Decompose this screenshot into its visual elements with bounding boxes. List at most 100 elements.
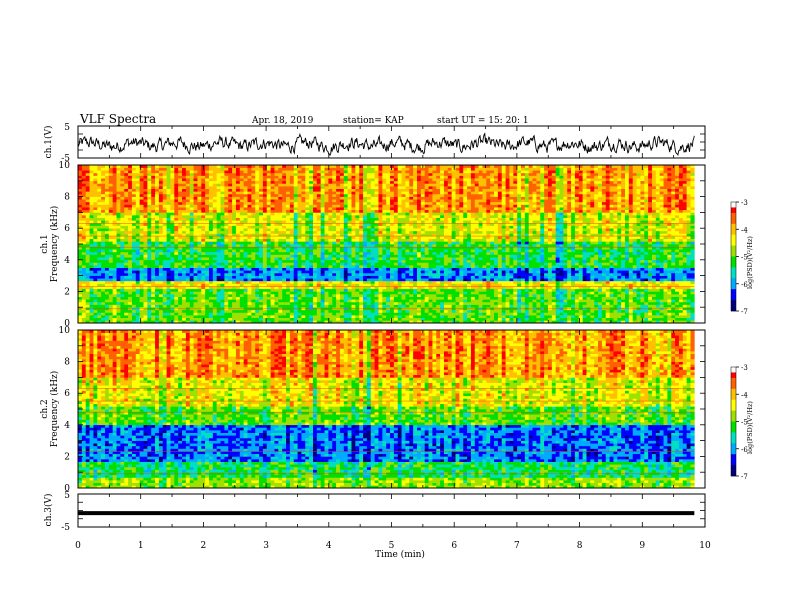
spectrogram-cell [289,270,295,274]
spectrogram-cell [474,259,479,263]
spectrogram-cell [235,241,241,245]
spectrogram-cell [532,317,537,321]
spectrogram-cell [201,254,206,258]
spectrogram-cell [108,265,113,268]
spectrogram-cell [416,278,422,282]
spectrogram-cell [120,280,125,284]
spectrogram-cell [617,249,622,253]
spectrogram-cell [251,301,256,305]
spectrogram-cell [459,270,464,274]
spectrogram-cell [598,280,603,284]
spectrogram-cell [332,275,337,279]
spectrogram-cell [243,296,248,300]
spectrogram-cell [270,312,275,316]
spectrogram-cell [158,265,164,268]
spectrogram-cell [286,272,291,276]
spectrogram-cell [155,257,160,261]
spectrogram-cell [655,262,660,266]
spectrogram-cell [675,317,680,321]
spectrogram-cell [390,265,395,268]
spectrogram-cell [497,259,503,263]
spectrogram-cell [355,299,360,303]
spectrogram-cell [440,320,445,324]
spectrogram-cell [555,283,560,287]
spectrogram-cell [401,275,406,279]
spectrogram-cell [651,270,657,274]
spectrogram-cell [85,265,90,268]
spectrogram-cell [617,315,622,319]
spectrogram-cell [671,299,676,303]
spectrogram-cell [135,320,140,324]
spectrogram-cell [601,291,607,295]
spectrogram-cell [178,259,183,263]
spectrogram-cell [521,294,526,297]
spectrogram-cell [401,265,406,268]
spectrogram-cell [378,283,383,287]
spectrogram-cell [420,262,425,266]
spectrogram-cell [397,288,402,292]
spectrogram-cell [625,301,630,305]
spectrogram-cell [598,257,603,261]
spectrogram-cell [494,301,499,305]
spectrogram-cell [470,278,476,282]
spectrogram-cell [509,262,514,266]
spectrogram-cell [667,280,672,284]
spectrogram-cell [259,262,264,266]
spectrogram-cell [208,241,214,245]
spectrogram-cell [617,294,622,297]
spectrogram-cell [613,309,618,313]
spectrogram-cell [609,246,614,250]
spectrogram-cell [266,259,271,263]
spectrogram-cell [266,299,271,303]
spectrogram-cell [251,262,256,266]
spectrogram-cell [128,304,133,308]
spectrogram-cell [78,278,83,282]
spectrogram-cell [617,270,622,274]
spectrogram-cell [413,280,418,284]
spectrogram-cell [540,257,545,261]
spectrogram-cell [328,249,333,253]
spectrogram-cell [185,320,191,324]
spectrogram-cell [547,278,553,282]
spectrogram-cell [632,291,637,295]
spectrogram-cell [347,280,352,284]
spectrogram-cell [262,283,268,287]
spectrogram-cell [675,299,680,303]
spectrogram-cell [155,251,160,255]
spectrogram-cell [675,246,680,250]
spectrogram-cell [247,278,252,282]
spectrogram-cell [301,296,306,300]
spectrogram-cell [216,244,221,247]
spectrogram-cell [474,241,479,245]
spectrogram-cell [497,286,503,290]
spectrogram-cell [613,312,618,316]
spectrogram-cell [382,301,387,305]
spectrogram-cell [182,251,187,255]
spectrogram-cell [359,244,364,247]
spectrogram-cell [320,267,325,271]
spectrogram-cell [131,267,137,271]
spectrogram-cell [139,259,144,263]
spectrogram-cell [185,275,191,279]
spectrogram-cell [205,315,210,319]
spectrogram-cell [451,251,456,255]
spectrogram-cell [455,320,460,324]
spectrogram-cell [262,315,268,319]
spectrogram-cell [451,283,456,287]
spectrogram-cell [382,294,387,297]
spectrogram-cell [451,241,456,245]
spectrogram-cell [563,257,568,261]
spectrogram-cell [224,309,229,313]
spectrogram-cell [474,270,479,274]
spectrogram-cell [582,294,587,297]
spectrogram-cell [501,286,506,290]
spectrogram-cell [116,320,121,324]
spectrogram-cell [135,317,140,321]
spectrogram-cell [528,315,533,319]
spectrogram-cell [536,299,541,303]
spectrogram-cell [251,315,256,319]
spectrogram-cell [401,244,406,247]
spectrogram-cell [201,296,206,300]
spectrogram-cell [193,291,198,295]
spectrogram-cell [582,249,587,253]
